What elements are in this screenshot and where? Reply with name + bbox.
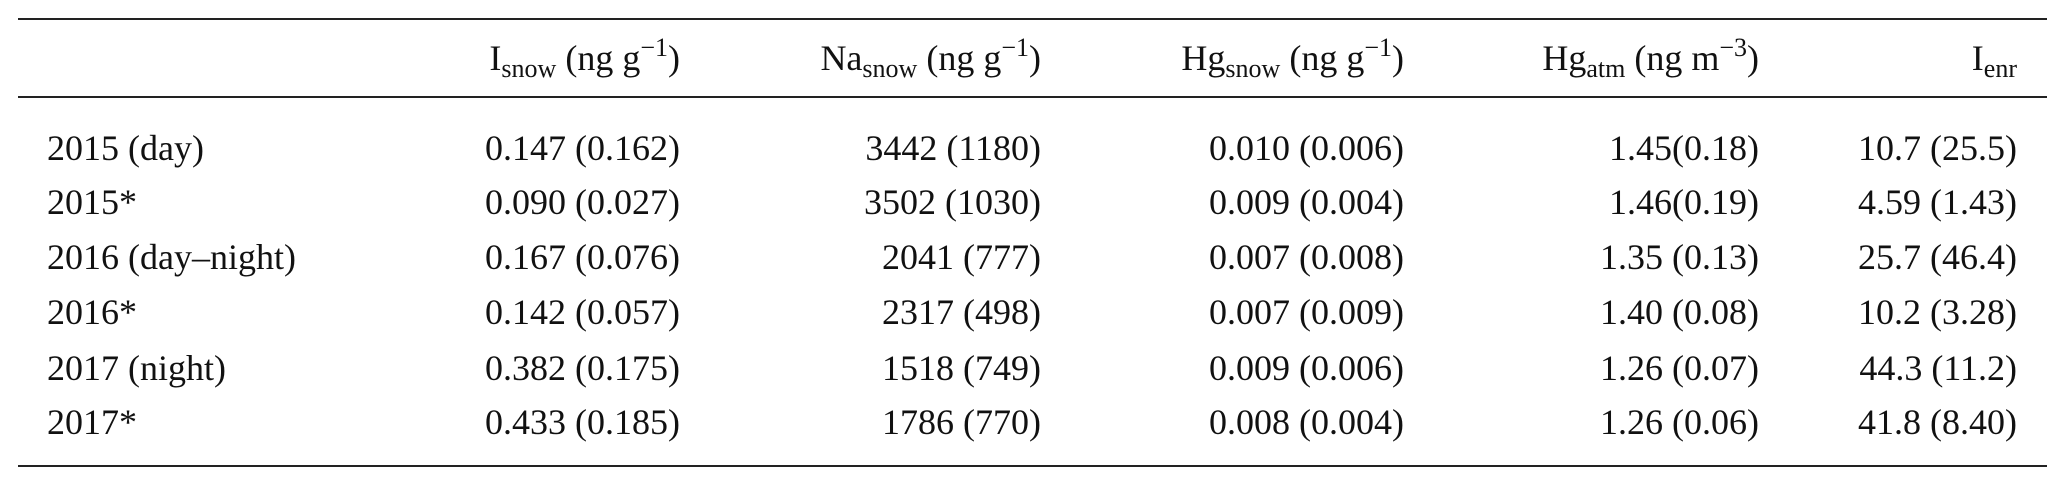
table-cell: 1786 (770) (882, 402, 1041, 442)
table-cell: 25.7 (46.4) (1858, 237, 2017, 277)
table-cell: 1.46(0.19) (1609, 182, 1759, 222)
table-cell: 4.59 (1.43) (1858, 182, 2017, 222)
header-symbol: Hg (1181, 38, 1226, 78)
table-cell: 0.010 (0.006) (1209, 128, 1404, 168)
header-subscript: atm (1586, 54, 1626, 83)
header-unit: (ng g (1289, 38, 1365, 78)
header-cell: Hgatm (ng m−3) (1542, 35, 1759, 82)
table-cell: 0.433 (0.185) (485, 402, 680, 442)
table-cell: 3442 (1180) (865, 128, 1041, 168)
table-cell: 1.35 (0.13) (1600, 237, 1759, 277)
header-symbol: I (489, 38, 502, 78)
header-superscript: −3 (1719, 33, 1747, 62)
table-cell: 2317 (498) (882, 292, 1041, 332)
table-cell: 0.007 (0.008) (1209, 237, 1404, 277)
header-close: ) (668, 38, 680, 78)
header-symbol: I (1971, 38, 1984, 78)
header-superscript: −1 (1364, 33, 1392, 62)
header-unit: (ng g (565, 38, 641, 78)
header-superscript: −1 (640, 33, 668, 62)
header-close: ) (1392, 38, 1404, 78)
table-cell: 1.45(0.18) (1609, 128, 1759, 168)
row-label: 2015* (47, 182, 137, 222)
table-cell: 0.142 (0.057) (485, 292, 680, 332)
header-superscript: −1 (1001, 33, 1029, 62)
table-cell: 0.167 (0.076) (485, 237, 680, 277)
row-label: 2015 (day) (47, 128, 204, 168)
table-cell: 0.007 (0.009) (1209, 292, 1404, 332)
header-subscript: snow (862, 54, 918, 83)
header-cell: Ienr (1971, 38, 2017, 82)
header-subscript: enr (1983, 54, 2017, 83)
header-symbol: Hg (1542, 38, 1587, 78)
table-cell: 0.009 (0.004) (1209, 182, 1404, 222)
table-cell: 0.008 (0.004) (1209, 402, 1404, 442)
header-close: ) (1029, 38, 1041, 78)
table-cell: 1.26 (0.06) (1600, 402, 1759, 442)
table-cell: 10.7 (25.5) (1858, 128, 2017, 168)
table-cell: 3502 (1030) (864, 182, 1041, 222)
header-cell: Hgsnow (ng g−1) (1181, 35, 1404, 82)
header-close: ) (1747, 38, 1759, 78)
row-label: 2017* (47, 402, 137, 442)
row-label: 2016 (day–night) (47, 237, 296, 277)
row-label: 2016* (47, 292, 137, 332)
table-cell: 1.26 (0.07) (1600, 348, 1759, 388)
header-subscript: snow (501, 54, 557, 83)
table-cell: 41.8 (8.40) (1858, 402, 2017, 442)
header-cell: Nasnow (ng g−1) (820, 35, 1041, 82)
header-unit: (ng g (926, 38, 1002, 78)
header-cell: Isnow (ng g−1) (489, 35, 680, 82)
table-cell: 0.009 (0.006) (1209, 348, 1404, 388)
top-rule (18, 18, 2047, 20)
table-cell: 10.2 (3.28) (1858, 292, 2017, 332)
table-cell: 44.3 (11.2) (1859, 348, 2017, 388)
header-subscript: snow (1225, 54, 1281, 83)
table-cell: 0.382 (0.175) (485, 348, 680, 388)
table-cell: 1518 (749) (882, 348, 1041, 388)
header-unit: (ng m (1634, 38, 1720, 78)
row-label: 2017 (night) (47, 348, 226, 388)
table-cell: 0.090 (0.027) (485, 182, 680, 222)
table-cell: 0.147 (0.162) (485, 128, 680, 168)
table-cell: 1.40 (0.08) (1600, 292, 1759, 332)
mid-rule (18, 96, 2047, 98)
bottom-rule (18, 465, 2047, 467)
table-cell: 2041 (777) (882, 237, 1041, 277)
header-symbol: Na (820, 38, 863, 78)
